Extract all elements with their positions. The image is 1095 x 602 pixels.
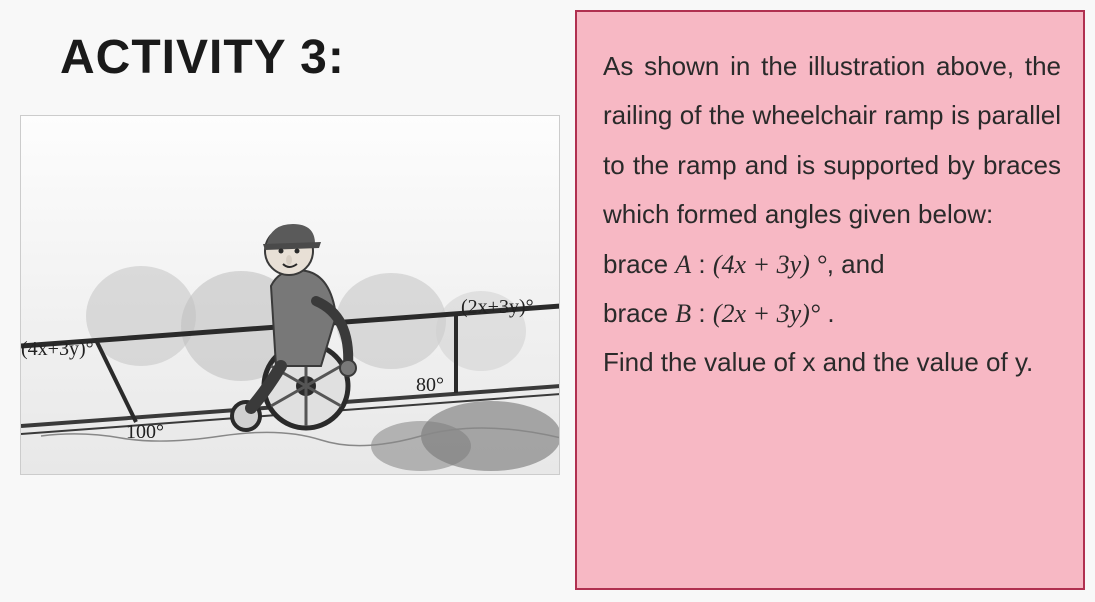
brace-b-expr: (2x + 3y)°	[713, 299, 820, 328]
problem-intro: As shown in the illustration above, the …	[603, 51, 1061, 229]
brace-a-sep: :	[691, 249, 713, 279]
brace-b-suffix: .	[820, 298, 834, 328]
brace-a-prefix: brace	[603, 249, 675, 279]
brace-a-var: A	[675, 250, 691, 279]
brace-a-expr: (4x + 3y) °	[713, 250, 827, 279]
brace-b-var: B	[675, 299, 691, 328]
label-brace-b-top: (2x+3y)°	[461, 296, 534, 319]
label-brace-a-top: (4x+3y)°	[21, 338, 94, 361]
activity-title: ACTIVITY 3:	[60, 30, 565, 85]
brace-b-prefix: brace	[603, 298, 675, 328]
label-brace-a-bottom: 100°	[126, 421, 164, 444]
ramp-illustration: (4x+3y)° 100° (2x+3y)° 80°	[20, 115, 560, 475]
left-panel: ACTIVITY 3:	[0, 0, 575, 602]
problem-text: As shown in the illustration above, the …	[603, 42, 1061, 388]
problem-question: Find the value of x and the value of y.	[603, 347, 1033, 377]
brace-b-sep: :	[691, 298, 713, 328]
problem-panel: As shown in the illustration above, the …	[575, 10, 1085, 590]
label-brace-b-bottom: 80°	[416, 374, 444, 397]
brace-a-suffix: , and	[827, 249, 885, 279]
